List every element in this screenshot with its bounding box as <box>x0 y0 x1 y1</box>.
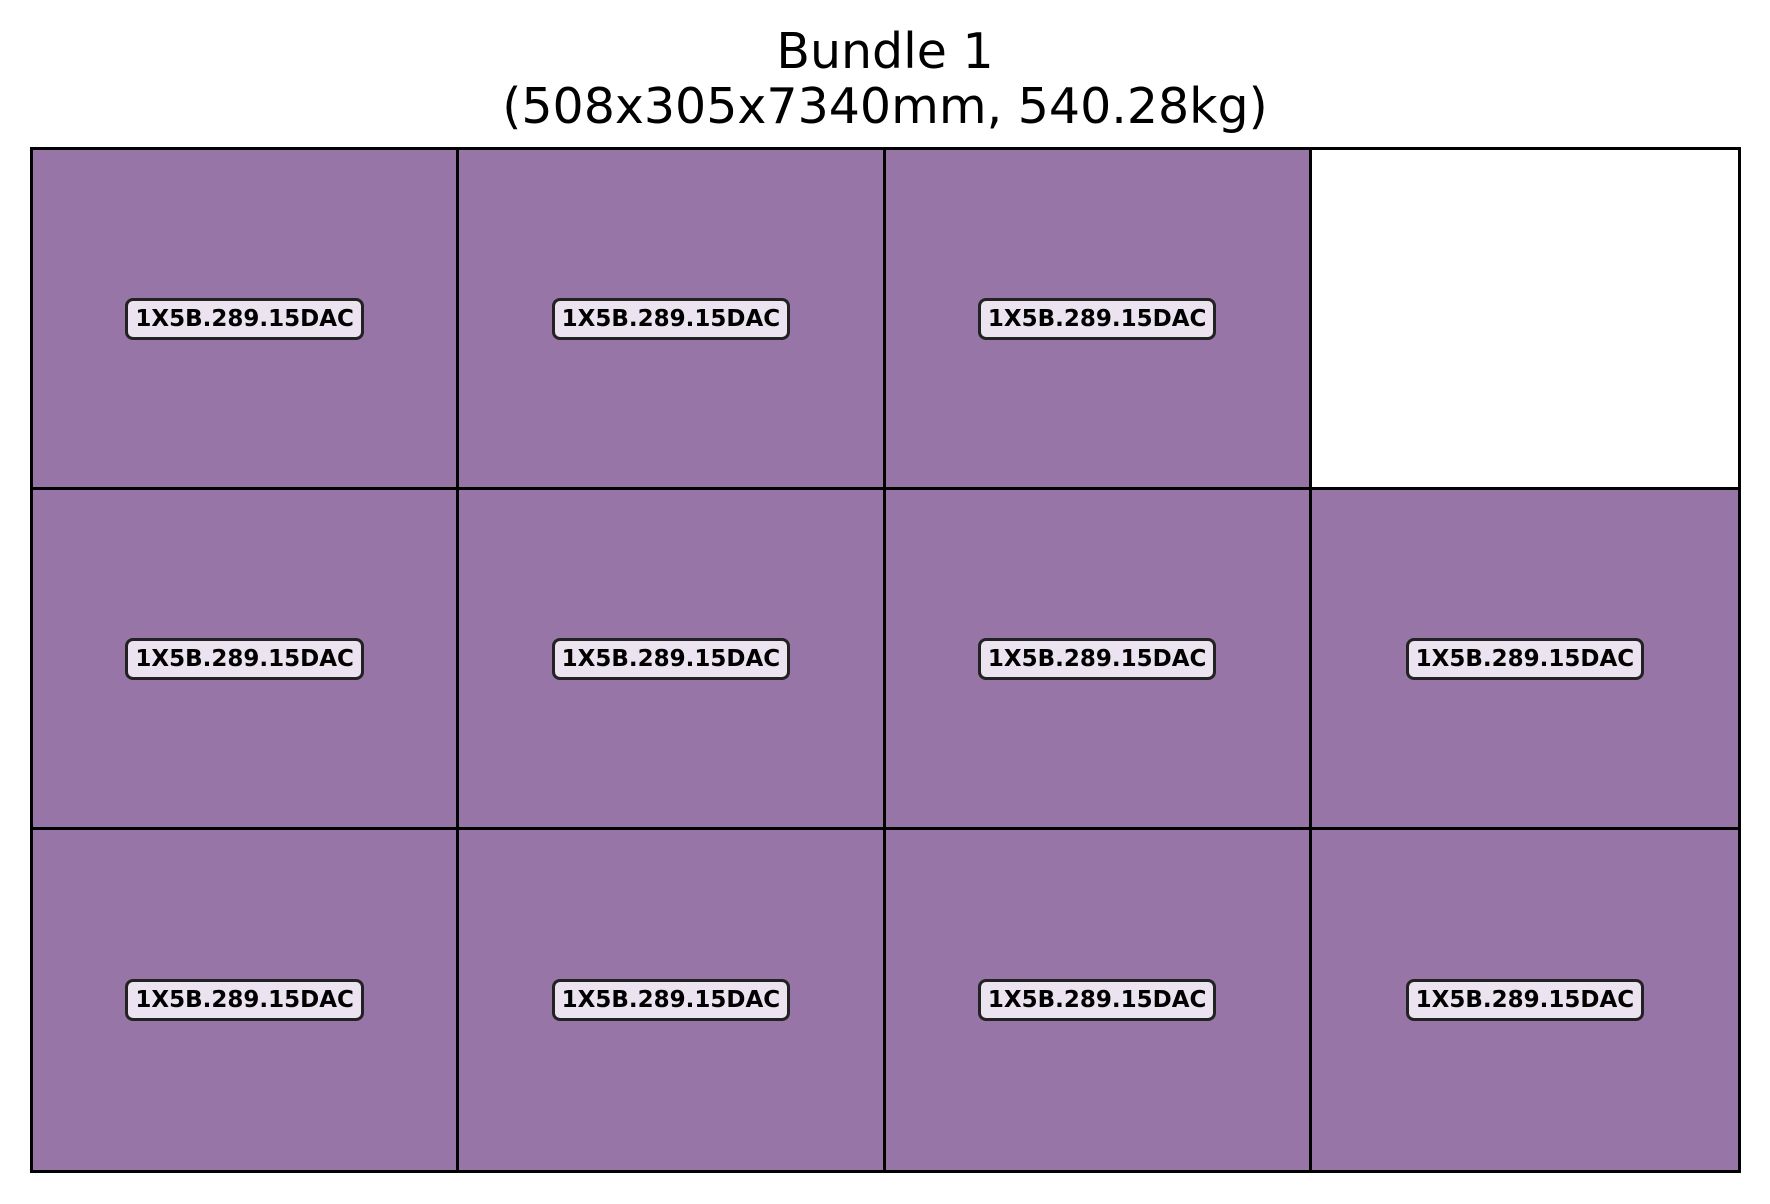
cell-label: 1X5B.289.15DAC <box>1405 979 1645 1021</box>
grid-cell: 1X5B.289.15DAC <box>459 490 886 830</box>
grid-cell: 1X5B.289.15DAC <box>33 490 460 830</box>
cell-label: 1X5B.289.15DAC <box>977 297 1217 340</box>
grid-cell: 1X5B.289.15DAC <box>33 830 460 1170</box>
bundle-grid: 1X5B.289.15DAC 1X5B.289.15DAC 1X5B.289.1… <box>30 147 1741 1173</box>
grid-cell: 1X5B.289.15DAC <box>1311 830 1738 1170</box>
bundle-title: Bundle 1 <box>776 23 994 80</box>
grid-cell: 1X5B.289.15DAC <box>885 830 1312 1170</box>
cell-label: 1X5B.289.15DAC <box>125 637 364 680</box>
grid-cell: 1X5B.289.15DAC <box>885 150 1312 490</box>
cell-label: 1X5B.289.15DAC <box>125 297 364 340</box>
cell-label: 1X5B.289.15DAC <box>1405 637 1645 680</box>
cell-label: 1X5B.289.15DAC <box>125 979 364 1021</box>
bundle-dimensions-weight: (508x305x7340mm, 540.28kg) <box>502 78 1268 135</box>
grid-cell: 1X5B.289.15DAC <box>459 150 886 490</box>
cell-label: 1X5B.289.15DAC <box>977 637 1217 680</box>
grid-cell: 1X5B.289.15DAC <box>33 150 460 490</box>
grid-cell <box>1311 150 1738 490</box>
cell-label: 1X5B.289.15DAC <box>551 637 791 680</box>
cell-label: 1X5B.289.15DAC <box>551 297 791 340</box>
grid-cell: 1X5B.289.15DAC <box>885 490 1312 830</box>
grid-cell: 1X5B.289.15DAC <box>459 830 886 1170</box>
cell-label: 1X5B.289.15DAC <box>977 979 1217 1021</box>
cell-label: 1X5B.289.15DAC <box>551 979 791 1021</box>
grid-cell: 1X5B.289.15DAC <box>1311 490 1738 830</box>
